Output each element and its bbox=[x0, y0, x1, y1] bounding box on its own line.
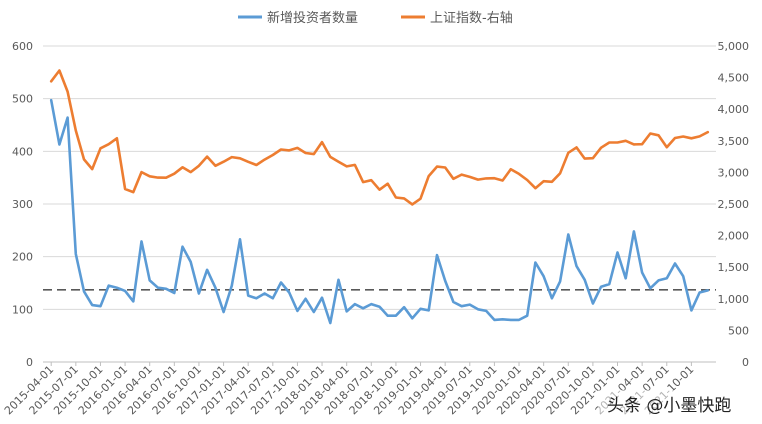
watermark-bg bbox=[598, 390, 760, 420]
plot-area bbox=[43, 69, 716, 325]
series-line-new-investors bbox=[49, 98, 710, 325]
y-right-tick-label: 0 bbox=[742, 356, 749, 369]
y-right-tick-label: 5,000 bbox=[718, 40, 750, 53]
y-right-tick-label: 1,500 bbox=[718, 261, 750, 274]
y-left-tick-label: 200 bbox=[12, 251, 33, 264]
y-right-tick-label: 4,000 bbox=[718, 103, 750, 116]
y-right-tick-label: 2,000 bbox=[718, 230, 750, 243]
y-right-tick-label: 3,000 bbox=[718, 166, 750, 179]
legend: 新增投资者数量 上证指数-右轴 bbox=[238, 10, 513, 26]
y-left-tick-label: 100 bbox=[12, 303, 33, 316]
legend-label-new-investors: 新增投资者数量 bbox=[267, 10, 358, 26]
y-left-tick-label: 600 bbox=[12, 40, 33, 53]
y-left-tick-label: 300 bbox=[12, 198, 33, 211]
gridlines bbox=[43, 45, 716, 363]
watermark-text: 头条 @小墨快跑 bbox=[607, 396, 731, 416]
y-right-tick-label: 1,000 bbox=[718, 293, 750, 306]
y-left-tick-label: 500 bbox=[12, 93, 33, 106]
series-line-shanghai-index bbox=[49, 69, 710, 206]
y-right-tick-label: 500 bbox=[728, 324, 749, 337]
y-right-tick-label: 4,500 bbox=[718, 72, 750, 85]
y-right-tick-label: 2,500 bbox=[718, 198, 750, 211]
y-axis-left: 0 100 200 300 400 500 600 bbox=[12, 40, 33, 369]
legend-label-shanghai-index: 上证指数-右轴 bbox=[430, 11, 513, 26]
y-axis-right: 0 500 1,000 1,500 2,000 2,500 3,000 3,500 4,000 4… bbox=[718, 40, 750, 369]
x-axis: 2015-04-012015-07-012015-10-012016-01-01… bbox=[2, 362, 696, 417]
y-left-tick-label: 0 bbox=[26, 356, 33, 369]
y-left-tick-label: 400 bbox=[12, 145, 33, 158]
watermark: 头条 @小墨快跑 bbox=[598, 390, 760, 420]
y-right-tick-label: 3,500 bbox=[718, 135, 750, 148]
